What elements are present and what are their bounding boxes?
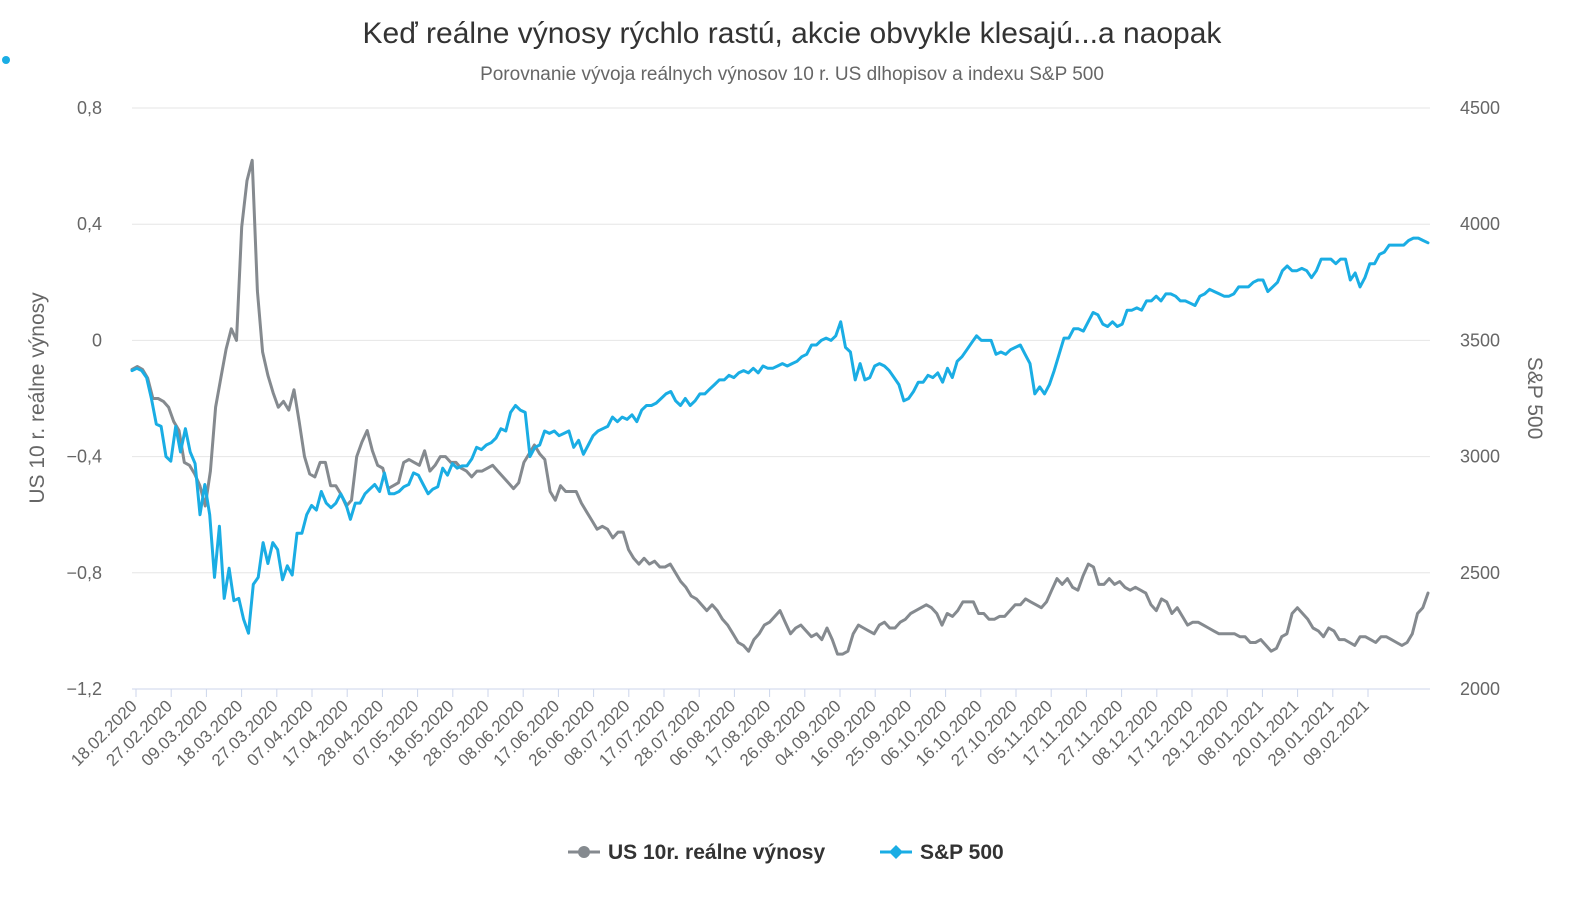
legend-marker-sp500 [889,845,903,859]
left-tick-label: −0,4 [66,447,102,467]
right-axis-ticks: 4500 4000 3500 3000 2500 2000 [1460,98,1500,699]
legend-marker-real-yields [578,846,590,858]
series-layer [130,158,1430,656]
left-tick-label: −1,2 [66,679,102,699]
left-tick-label: 0,4 [77,214,102,234]
legend-label-real-yields: US 10r. reálne výnosy [608,841,825,864]
right-tick-label: 3500 [1460,330,1500,350]
legend[interactable]: US 10r. reálne výnosy S&P 500 [568,841,1004,864]
legend-label-sp500: S&P 500 [920,841,1004,864]
right-axis-title: S&P 500 [1523,357,1546,440]
right-tick-label: 4000 [1460,214,1500,234]
grid-lines [132,107,1430,690]
series-line-real-yields[interactable] [130,158,1430,656]
left-axis-title: US 10 r. reálne výnosy [26,292,49,504]
legend-item-sp500[interactable]: S&P 500 [880,841,1004,864]
x-axis-ticks: 18.02.202027.02.202009.03.202018.03.2020… [67,689,1373,770]
chart-title: Keď reálne výnosy rýchlo rastú, akcie ob… [363,17,1223,50]
left-axis-ticks: 0,8 0,4 0 −0,4 −0,8 −1,2 [66,98,102,699]
right-tick-label: 2000 [1460,679,1500,699]
left-tick-label: 0 [92,330,102,350]
corner-dot [2,56,10,64]
left-tick-label: 0,8 [77,98,102,118]
chart-subtitle: Porovnanie vývoja reálnych výnosov 10 r.… [480,64,1104,85]
legend-item-real-yields[interactable]: US 10r. reálne výnosy [568,841,825,864]
right-tick-label: 4500 [1460,98,1500,118]
left-tick-label: −0,8 [66,563,102,583]
series-line-sp500[interactable] [130,236,1430,635]
right-tick-label: 2500 [1460,563,1500,583]
right-tick-label: 3000 [1460,447,1500,467]
